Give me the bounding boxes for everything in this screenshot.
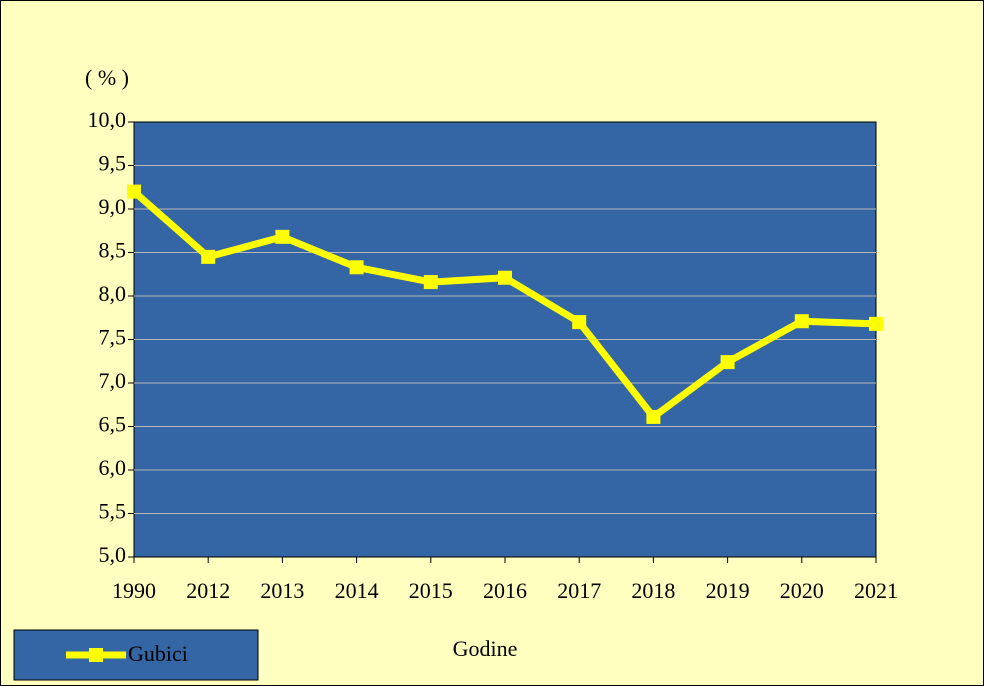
y-tick-label: 10,0 <box>88 107 127 132</box>
y-tick-label: 8,5 <box>99 238 127 263</box>
x-tick-label: 1990 <box>112 578 156 603</box>
y-tick-label: 6,5 <box>99 412 127 437</box>
y-tick-label: 8,0 <box>99 281 127 306</box>
data-point <box>646 409 661 424</box>
y-tick-label: 6,0 <box>99 455 127 480</box>
y-tick-label: 5,5 <box>99 499 127 524</box>
y-tick-label: 7,0 <box>99 368 127 393</box>
x-tick-label: 2015 <box>409 578 453 603</box>
data-point <box>201 249 216 264</box>
x-tick-label: 2017 <box>557 578 601 603</box>
y-tick-label: 9,5 <box>99 151 127 176</box>
y-axis-label: ( % ) <box>85 65 129 90</box>
data-point <box>498 270 512 285</box>
legend-label: Gubici <box>128 641 188 666</box>
data-point <box>720 355 735 370</box>
y-tick-label: 5,0 <box>99 542 127 567</box>
y-tick-label: 7,5 <box>99 325 127 350</box>
x-tick-label: 2021 <box>854 578 898 603</box>
data-point <box>423 275 438 290</box>
x-tick-label: 2018 <box>631 578 675 603</box>
data-point <box>869 316 883 331</box>
legend-marker <box>89 648 103 662</box>
x-tick-label: 2014 <box>335 578 379 603</box>
data-point <box>349 260 364 275</box>
x-tick-label: 2020 <box>780 578 824 603</box>
data-point <box>572 315 587 330</box>
x-axis-label: Godine <box>453 636 518 661</box>
x-tick-label: 2013 <box>260 578 304 603</box>
data-point <box>275 229 290 244</box>
y-tick-label: 9,0 <box>99 194 127 219</box>
data-point <box>127 184 141 199</box>
x-tick-label: 2016 <box>483 578 527 603</box>
legend-box <box>13 629 259 681</box>
data-point <box>794 314 809 329</box>
x-tick-label: 2019 <box>706 578 750 603</box>
x-tick-label: 2012 <box>186 578 230 603</box>
